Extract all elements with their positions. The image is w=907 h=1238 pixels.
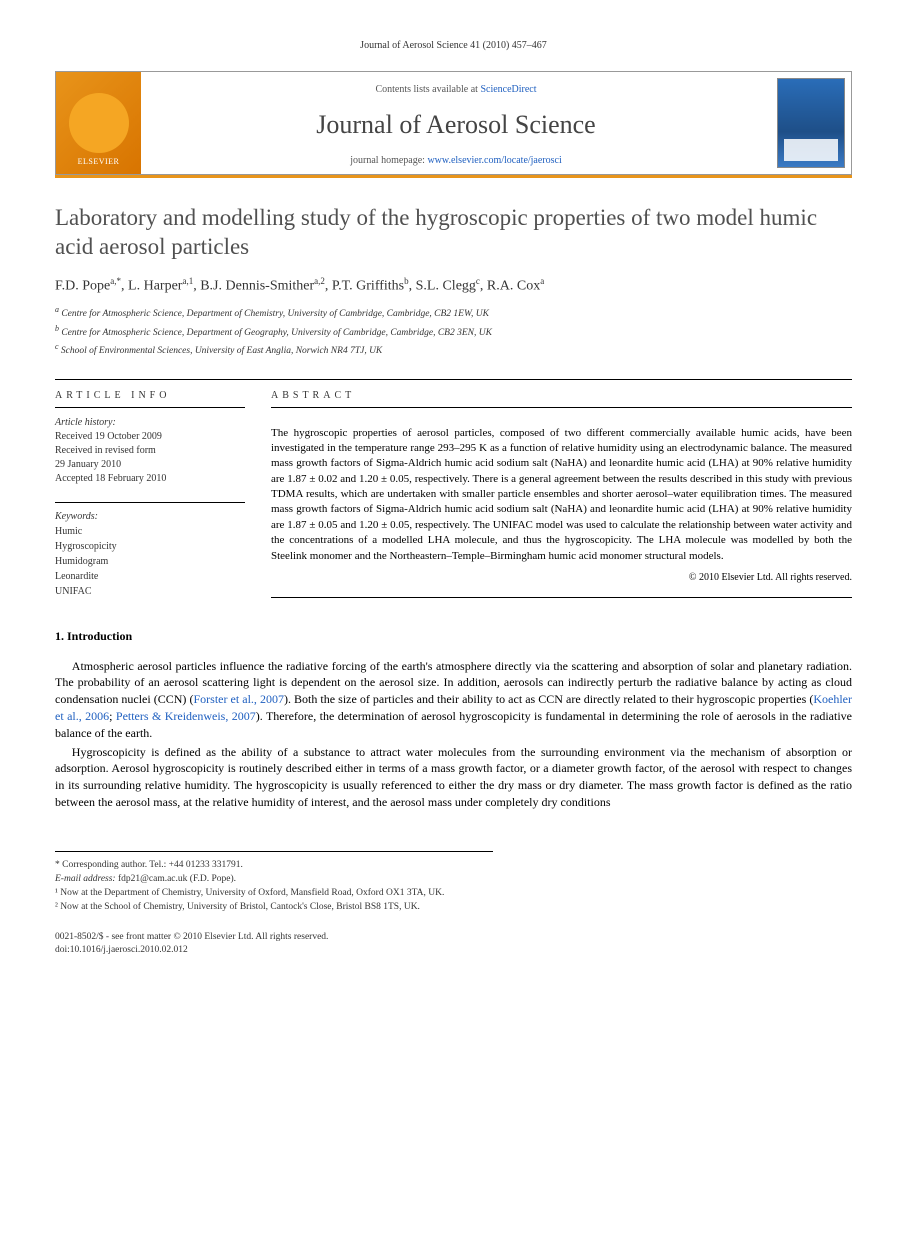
homepage-link[interactable]: www.elsevier.com/locate/jaerosci: [427, 155, 561, 166]
footnote-corresponding: * Corresponding author. Tel.: +44 01233 …: [55, 858, 493, 872]
homepage-line: journal homepage: www.elsevier.com/locat…: [151, 155, 761, 166]
history-received: Received 19 October 2009: [55, 430, 245, 444]
history-accepted: Accepted 18 February 2010: [55, 472, 245, 486]
p1-mid: ). Both the size of particles and their …: [284, 692, 813, 706]
abstract-label: ABSTRACT: [271, 380, 852, 408]
history-revised-2: 29 January 2010: [55, 458, 245, 472]
history-label: Article history:: [55, 416, 245, 430]
keywords-label: Keywords:: [55, 509, 245, 524]
keyword-item: Leonardite: [55, 569, 245, 584]
author-sup: a: [540, 276, 544, 286]
affiliation-c: c School of Environmental Sciences, Univ…: [55, 341, 852, 358]
publisher-logo-block: ELSEVIER: [56, 72, 141, 174]
history-revised-1: Received in revised form: [55, 444, 245, 458]
affiliation-c-text: School of Environmental Sciences, Univer…: [61, 346, 382, 356]
footnote-1: ¹ Now at the Department of Chemistry, Un…: [55, 886, 493, 900]
abstract-copyright: © 2010 Elsevier Ltd. All rights reserved…: [271, 572, 852, 583]
journal-cover-icon: [777, 78, 845, 168]
keyword-item: Hygroscopicity: [55, 539, 245, 554]
publisher-label: ELSEVIER: [78, 157, 120, 166]
keyword-item: Humic: [55, 524, 245, 539]
footer-meta: 0021-8502/$ - see front matter © 2010 El…: [55, 931, 852, 958]
ref-forster-2007[interactable]: Forster et al., 2007: [193, 692, 284, 706]
email-label: E-mail address:: [55, 874, 116, 884]
intro-para-2: Hygroscopicity is defined as the ability…: [55, 744, 852, 811]
affiliation-a: a Centre for Atmospheric Science, Depart…: [55, 304, 852, 321]
keyword-item: Humidogram: [55, 554, 245, 569]
ref-petters-2007[interactable]: Petters & Kreidenweis, 2007: [116, 709, 256, 723]
abstract-text: The hygroscopic properties of aerosol pa…: [271, 416, 852, 565]
elsevier-tree-icon: [69, 93, 129, 153]
author-sup: a,1: [182, 276, 193, 286]
affiliation-b-text: Centre for Atmospheric Science, Departme…: [61, 328, 492, 338]
header-center: Contents lists available at ScienceDirec…: [141, 72, 771, 174]
keywords-block: Keywords: HumicHygroscopicityHumidogramL…: [55, 502, 245, 599]
homepage-prefix: journal homepage:: [350, 155, 427, 166]
contents-available-line: Contents lists available at ScienceDirec…: [151, 84, 761, 95]
journal-header-box: ELSEVIER Contents lists available at Sci…: [55, 71, 852, 175]
ref-sep: ;: [109, 709, 116, 723]
section-heading-introduction: 1. Introduction: [55, 629, 852, 644]
cover-thumb-block: [771, 72, 851, 174]
footnotes: * Corresponding author. Tel.: +44 01233 …: [55, 851, 493, 915]
author-sup: b: [404, 276, 409, 286]
author-sup: a,2: [314, 276, 325, 286]
keyword-item: UNIFAC: [55, 584, 245, 599]
footnote-2: ² Now at the School of Chemistry, Univer…: [55, 900, 493, 914]
contents-prefix: Contents lists available at: [375, 84, 480, 95]
doi-line: doi:10.1016/j.jaerosci.2010.02.012: [55, 944, 852, 957]
affiliation-a-text: Centre for Atmospheric Science, Departme…: [61, 309, 489, 319]
author-sup: a,*: [110, 276, 121, 286]
intro-para-1: Atmospheric aerosol particles influence …: [55, 658, 852, 742]
abstract-column: ABSTRACT The hygroscopic properties of a…: [271, 380, 852, 599]
article-info-column: ARTICLE INFO Article history: Received 1…: [55, 380, 245, 599]
article-info-label: ARTICLE INFO: [55, 380, 245, 408]
sciencedirect-link[interactable]: ScienceDirect: [480, 84, 536, 95]
journal-name: Journal of Aerosol Science: [151, 110, 761, 140]
running-head: Journal of Aerosol Science 41 (2010) 457…: [55, 40, 852, 51]
article-history: Article history: Received 19 October 200…: [55, 416, 245, 486]
article-title: Laboratory and modelling study of the hy…: [55, 204, 852, 262]
author-list: F.D. Popea,*, L. Harpera,1, B.J. Dennis-…: [55, 276, 852, 295]
issn-line: 0021-8502/$ - see front matter © 2010 El…: [55, 931, 852, 944]
affiliation-b: b Centre for Atmospheric Science, Depart…: [55, 323, 852, 340]
affiliations: a Centre for Atmospheric Science, Depart…: [55, 304, 852, 358]
footnote-email: E-mail address: fdp21@cam.ac.uk (F.D. Po…: [55, 872, 493, 886]
abstract-bottom-rule: [271, 597, 852, 598]
author-sup: c: [476, 276, 480, 286]
email-value: fdp21@cam.ac.uk (F.D. Pope).: [118, 874, 236, 884]
orange-divider: [55, 175, 852, 178]
